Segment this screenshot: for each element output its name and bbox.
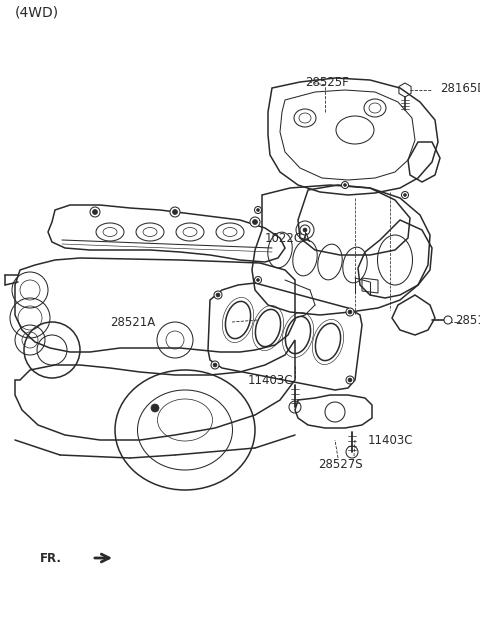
Circle shape	[348, 310, 352, 314]
Circle shape	[346, 376, 354, 384]
Text: 28165D: 28165D	[440, 81, 480, 95]
Circle shape	[252, 220, 257, 225]
Text: (4WD): (4WD)	[15, 5, 59, 19]
Circle shape	[404, 193, 407, 197]
Circle shape	[211, 361, 219, 369]
Circle shape	[172, 210, 178, 215]
Circle shape	[250, 217, 260, 227]
Text: 11403C: 11403C	[368, 434, 413, 447]
Text: 28527S: 28527S	[318, 458, 362, 471]
Circle shape	[256, 279, 260, 282]
Circle shape	[444, 316, 452, 324]
Circle shape	[401, 192, 408, 198]
Circle shape	[303, 228, 307, 232]
Text: 28521A: 28521A	[110, 315, 155, 328]
Circle shape	[213, 363, 217, 367]
Text: 28525F: 28525F	[305, 75, 349, 88]
Circle shape	[254, 277, 262, 284]
Circle shape	[348, 378, 352, 382]
Circle shape	[93, 210, 97, 215]
Circle shape	[254, 207, 262, 213]
Circle shape	[346, 308, 354, 316]
Circle shape	[214, 291, 222, 299]
Circle shape	[90, 207, 100, 217]
Text: 1022CA: 1022CA	[265, 231, 311, 244]
Text: FR.: FR.	[40, 552, 62, 565]
Text: 28510C: 28510C	[455, 313, 480, 327]
Circle shape	[170, 207, 180, 217]
Circle shape	[216, 293, 220, 297]
Text: 11403C: 11403C	[248, 373, 293, 386]
Circle shape	[151, 404, 159, 412]
Circle shape	[341, 182, 348, 188]
Circle shape	[256, 208, 260, 211]
Circle shape	[344, 183, 347, 187]
